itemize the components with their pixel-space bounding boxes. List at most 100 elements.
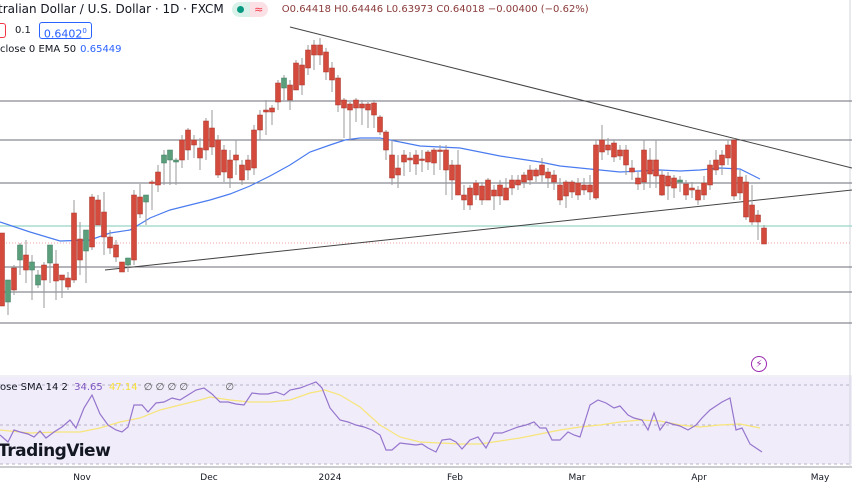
candle-body [173,159,179,163]
buy-price-pipette: 0 [82,26,87,35]
candle-body [329,67,335,81]
candle-body [365,103,371,111]
rsi-value: 34.65 [74,382,103,393]
ema-50-line [0,137,761,242]
ema-value: 0.65449 [80,44,122,55]
candle-body [101,211,107,238]
candle-body [449,164,455,181]
candle-body [719,154,725,166]
candle-body [71,212,77,281]
candle-body [281,77,287,89]
candle-body [371,102,377,116]
candle-body [77,238,83,261]
candle-body [587,184,593,193]
candle-body [293,62,299,91]
lightning-event-icon[interactable]: ⚡ [751,356,767,372]
candle-body [299,64,305,86]
candle-body [341,99,347,109]
candle-body [239,164,245,181]
candle-body [107,236,113,249]
candle-body [665,175,671,187]
candle-body [269,107,275,113]
candle-body [41,264,47,281]
candle-body [161,154,167,164]
candle-body [17,244,23,261]
rsi-sma-line [0,389,761,445]
candle-body [677,179,683,183]
candle-body [545,171,551,179]
candle-body [611,142,617,158]
candle-body [131,194,137,261]
time-axis-label: May [810,473,830,483]
candle-body [353,99,359,109]
candle-body [581,184,587,191]
candle-body [413,154,419,165]
sell-button[interactable] [0,22,6,38]
candle-body [497,184,503,197]
candle-body [191,139,197,146]
candle-body [683,183,689,196]
candle-body [635,177,641,185]
candle-body [407,157,413,161]
candle-body [215,139,221,176]
candle-body [629,167,635,173]
data-delay-icon: ≈ [249,1,268,17]
buy-price: 0.6402 [43,27,83,41]
candle-body [647,159,653,175]
candle-body [707,164,713,186]
candle-body [641,149,647,183]
candle-body [701,182,707,196]
candle-body [713,159,719,171]
candle-body [209,127,215,148]
rsi-label: ose SMA 14 2 [0,382,68,393]
candle-body [593,144,599,199]
candle-body [47,244,53,264]
symbol-title[interactable]: tralian Dollar / U.S. Dollar · 1D · FXCM [0,2,224,16]
candle-body [569,181,575,193]
candle-body [347,103,353,111]
candle-body [65,277,71,288]
rsi-empty-values: ∅ ∅ ∅ ∅ [143,382,189,393]
candle-body [617,149,623,157]
tradingview-logo[interactable]: TradingView [0,441,111,461]
candle-body [383,131,389,151]
candle-body [167,149,173,161]
candle-body [485,179,491,201]
rsi-legend[interactable]: ose SMA 14 2 34.65 47.14 ∅ ∅ ∅ ∅ ∅ [0,382,234,393]
candle-body [137,196,143,215]
candle-body [275,82,281,103]
candle-body [623,149,629,166]
buy-button[interactable]: 0.64020 [38,21,92,41]
candle-body [539,164,545,176]
candle-body [227,159,233,179]
candle-body [389,154,395,179]
time-axis-label: Dec [200,473,218,483]
candle-body [737,176,743,194]
candle-body [527,169,533,181]
candle-body [443,149,449,171]
candle-body [533,169,539,177]
ema-label: close 0 EMA 50 [0,44,77,55]
candle-body [197,147,203,159]
ema-legend[interactable]: close 0 EMA 50 0.65449 [0,44,122,55]
candle-body [491,189,497,197]
candle-body [467,187,473,206]
candle-body [149,181,155,184]
candle-body [113,244,119,258]
market-status-badge[interactable]: ≈ [231,1,268,17]
candle-body [119,261,125,273]
spread-value: 0.1 [15,24,31,36]
candle-body [551,174,557,183]
candle-body [287,84,293,101]
candle-body [257,114,263,131]
candle-body [461,194,467,201]
time-axis-label: Apr [691,473,707,483]
candle-body [335,77,341,106]
candle-body [155,171,161,186]
candle-body [53,263,59,282]
candle-body [689,187,695,191]
candle-body [761,227,767,245]
candle-body [89,196,95,248]
candle-body [179,139,185,161]
